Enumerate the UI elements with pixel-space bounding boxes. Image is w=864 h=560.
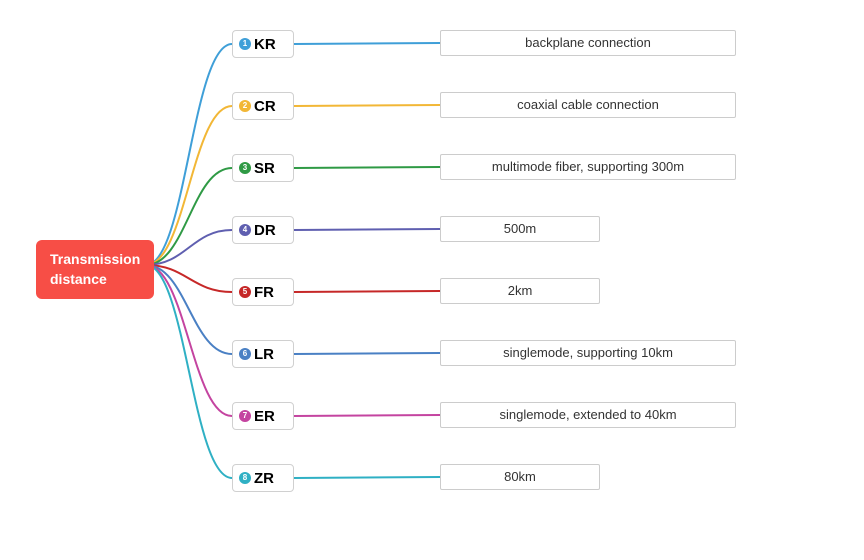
connector-desc-cr xyxy=(294,105,440,106)
mindmap-diagram: Transmission distance 1KR backplane conne… xyxy=(0,0,864,560)
connector-desc-zr xyxy=(294,477,440,478)
badge-icon: 5 xyxy=(239,286,251,298)
code-node-sr: 3SR xyxy=(232,154,294,182)
code-node-zr: 8ZR xyxy=(232,464,294,492)
code-node-cr: 2CR xyxy=(232,92,294,120)
code-node-dr: 4DR xyxy=(232,216,294,244)
code-node-lr: 6LR xyxy=(232,340,294,368)
code-label: ER xyxy=(254,408,275,425)
root-label-line2: distance xyxy=(50,270,140,290)
connector-desc-kr xyxy=(294,43,440,44)
code-label: DR xyxy=(254,222,276,239)
root-label-line1: Transmission xyxy=(50,250,140,270)
code-label: FR xyxy=(254,284,274,301)
desc-node-lr: singlemode, supporting 10km xyxy=(440,340,736,366)
connector-root-sr xyxy=(146,168,232,265)
desc-node-kr: backplane connection xyxy=(440,30,736,56)
desc-node-sr: multimode fiber, supporting 300m xyxy=(440,154,736,180)
desc-node-zr: 80km xyxy=(440,464,600,490)
connector-desc-lr xyxy=(294,353,440,354)
code-label: SR xyxy=(254,160,275,177)
desc-node-cr: coaxial cable connection xyxy=(440,92,736,118)
badge-icon: 8 xyxy=(239,472,251,484)
code-node-kr: 1KR xyxy=(232,30,294,58)
connector-desc-fr xyxy=(294,291,440,292)
code-label: KR xyxy=(254,36,276,53)
desc-node-fr: 2km xyxy=(440,278,600,304)
connector-root-zr xyxy=(146,265,232,478)
code-label: LR xyxy=(254,346,274,363)
root-node: Transmission distance xyxy=(36,240,154,299)
connector-root-fr xyxy=(146,265,232,292)
connector-desc-er xyxy=(294,415,440,416)
code-label: CR xyxy=(254,98,276,115)
code-node-fr: 5FR xyxy=(232,278,294,306)
code-node-er: 7ER xyxy=(232,402,294,430)
badge-icon: 7 xyxy=(239,410,251,422)
desc-node-dr: 500m xyxy=(440,216,600,242)
code-label: ZR xyxy=(254,470,274,487)
badge-icon: 6 xyxy=(239,348,251,360)
connector-root-kr xyxy=(146,44,232,265)
connector-root-dr xyxy=(146,230,232,265)
connector-root-cr xyxy=(146,106,232,265)
badge-icon: 1 xyxy=(239,38,251,50)
connector-root-er xyxy=(146,265,232,416)
connector-root-lr xyxy=(146,265,232,354)
badge-icon: 3 xyxy=(239,162,251,174)
connector-desc-sr xyxy=(294,167,440,168)
badge-icon: 4 xyxy=(239,224,251,236)
badge-icon: 2 xyxy=(239,100,251,112)
connector-desc-dr xyxy=(294,229,440,230)
desc-node-er: singlemode, extended to 40km xyxy=(440,402,736,428)
